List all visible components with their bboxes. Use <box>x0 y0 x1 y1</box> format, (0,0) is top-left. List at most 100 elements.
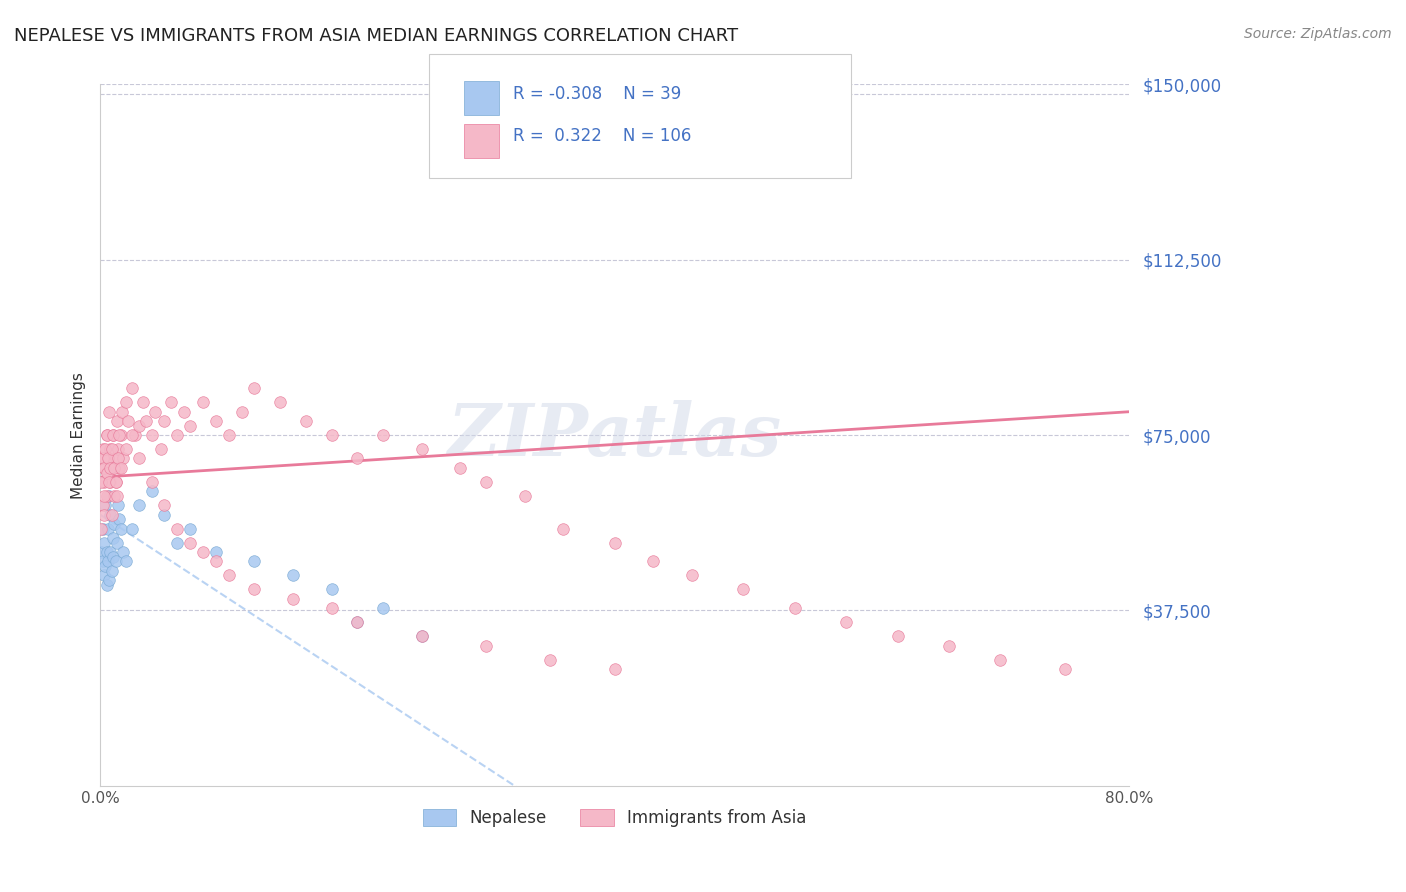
Point <box>107 498 129 512</box>
Point <box>97 451 120 466</box>
Point <box>173 405 195 419</box>
Point <box>938 639 960 653</box>
Point <box>128 498 150 512</box>
Point <box>346 451 368 466</box>
Point <box>91 451 114 466</box>
Point <box>1053 662 1076 676</box>
Point <box>107 451 129 466</box>
Point <box>112 451 135 466</box>
Point <box>145 405 167 419</box>
Point <box>149 442 172 457</box>
Point <box>94 498 117 512</box>
Point <box>121 381 143 395</box>
Point <box>128 451 150 466</box>
Point <box>990 652 1012 666</box>
Point <box>112 545 135 559</box>
Point <box>121 522 143 536</box>
Point <box>513 489 536 503</box>
Point <box>243 554 266 568</box>
Point <box>411 442 433 457</box>
Point <box>475 639 498 653</box>
Point <box>90 475 112 489</box>
Point <box>97 466 120 480</box>
Point <box>166 535 188 549</box>
Point <box>115 395 138 409</box>
Point <box>97 522 120 536</box>
Point <box>107 442 129 457</box>
Point <box>100 475 122 489</box>
Point <box>93 475 115 489</box>
Point <box>94 451 117 466</box>
Point <box>603 662 626 676</box>
Point <box>103 489 125 503</box>
Point <box>783 601 806 615</box>
Point <box>100 442 122 457</box>
Point <box>243 582 266 597</box>
Point <box>93 535 115 549</box>
Point <box>104 475 127 489</box>
Point <box>108 512 131 526</box>
Point <box>231 405 253 419</box>
Point <box>105 414 128 428</box>
Point <box>346 615 368 629</box>
Point <box>90 545 112 559</box>
Point <box>205 545 228 559</box>
Point <box>93 489 115 503</box>
Point <box>100 545 122 559</box>
Y-axis label: Median Earnings: Median Earnings <box>72 372 86 499</box>
Point <box>96 578 118 592</box>
Point <box>886 629 908 643</box>
Point <box>371 428 394 442</box>
Point <box>110 522 132 536</box>
Point <box>111 405 134 419</box>
Point <box>96 466 118 480</box>
Point <box>105 535 128 549</box>
Point <box>110 460 132 475</box>
Point <box>218 428 240 442</box>
Point <box>128 418 150 433</box>
Point <box>100 508 122 522</box>
Point <box>98 489 121 503</box>
Point <box>475 475 498 489</box>
Point <box>96 428 118 442</box>
Point <box>153 414 176 428</box>
Point <box>97 451 120 466</box>
Point <box>733 582 755 597</box>
Point <box>98 475 121 489</box>
Point <box>101 549 124 564</box>
Point <box>321 601 343 615</box>
Point <box>371 601 394 615</box>
Point <box>141 475 163 489</box>
Point <box>93 508 115 522</box>
Point <box>91 522 114 536</box>
Point <box>166 522 188 536</box>
Point <box>835 615 858 629</box>
Point <box>100 442 122 457</box>
Point <box>131 395 153 409</box>
Point <box>269 395 291 409</box>
Point <box>97 554 120 568</box>
Text: R = -0.308    N = 39: R = -0.308 N = 39 <box>513 85 682 103</box>
Point <box>98 573 121 587</box>
Point <box>191 545 214 559</box>
Point <box>96 428 118 442</box>
Point <box>205 414 228 428</box>
Point <box>100 460 122 475</box>
Point <box>104 554 127 568</box>
Point <box>91 442 114 457</box>
Point <box>108 460 131 475</box>
Point <box>93 568 115 582</box>
Point <box>243 381 266 395</box>
Point <box>94 460 117 475</box>
Text: R =  0.322    N = 106: R = 0.322 N = 106 <box>513 128 692 145</box>
Text: Source: ZipAtlas.com: Source: ZipAtlas.com <box>1244 27 1392 41</box>
Point <box>98 405 121 419</box>
Point <box>538 652 561 666</box>
Point <box>281 568 304 582</box>
Point <box>121 428 143 442</box>
Point <box>96 545 118 559</box>
Point <box>103 460 125 475</box>
Point <box>104 451 127 466</box>
Point <box>449 460 471 475</box>
Point <box>105 489 128 503</box>
